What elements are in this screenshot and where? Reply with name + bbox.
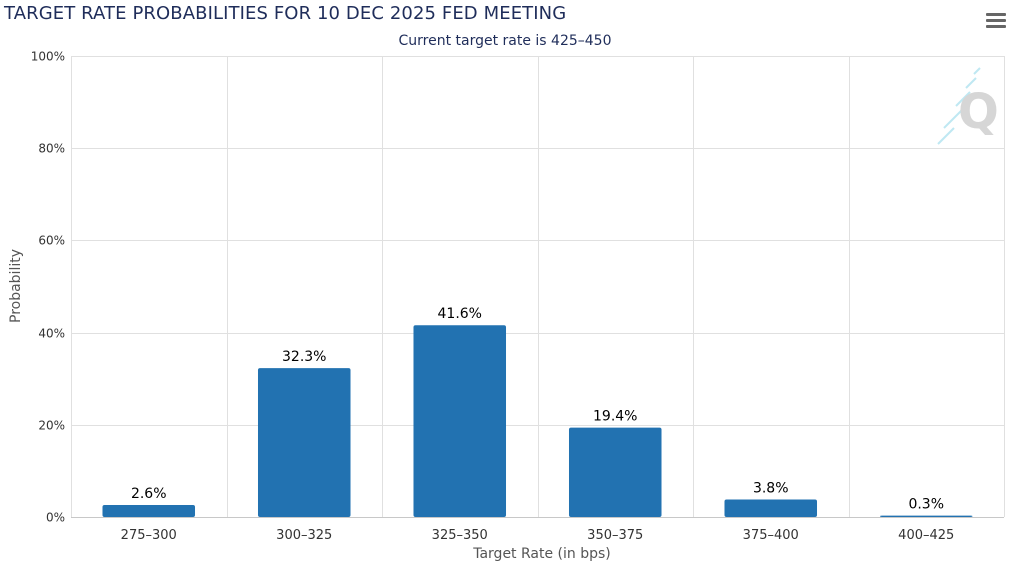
y-tick-label: 100% bbox=[31, 50, 65, 64]
y-axis-title: Probability bbox=[8, 249, 24, 323]
x-tick-label: 300–325 bbox=[276, 528, 332, 543]
data-label: 32.3% bbox=[282, 349, 326, 365]
bar-300–325[interactable] bbox=[257, 368, 351, 517]
q-logo-watermark-icon: Q bbox=[937, 67, 998, 145]
bar-layer bbox=[102, 325, 973, 517]
y-tick-label: 80% bbox=[38, 142, 65, 156]
y-tick-label: 60% bbox=[38, 234, 65, 248]
x-axis-title: Target Rate (in bps) bbox=[472, 546, 611, 562]
x-tick-label: 375–400 bbox=[743, 528, 799, 543]
bar-400–425[interactable] bbox=[879, 515, 973, 517]
data-label: 41.6% bbox=[438, 306, 482, 322]
menu-line bbox=[986, 19, 1006, 22]
menu-line bbox=[986, 25, 1006, 28]
data-label: 0.3% bbox=[908, 497, 944, 513]
label-layer: 2.6% 32.3% 41.6% 19.4% 3.8% 0.3% bbox=[131, 306, 944, 512]
chart-title: TARGET RATE PROBABILITIES FOR 10 DEC 202… bbox=[4, 3, 567, 24]
y-tick-label: 20% bbox=[38, 419, 65, 433]
bar-375–400[interactable] bbox=[724, 499, 818, 517]
chart-subtitle: Current target rate is 425–450 bbox=[398, 33, 612, 49]
hamburger-menu-icon[interactable] bbox=[980, 6, 1012, 34]
x-tick-label: 275–300 bbox=[121, 528, 177, 543]
bar-275–300[interactable] bbox=[102, 505, 196, 517]
grid-layer bbox=[71, 56, 1005, 518]
menu-line bbox=[986, 13, 1006, 16]
bar-350–375[interactable] bbox=[568, 427, 662, 517]
svg-text:Q: Q bbox=[958, 84, 998, 140]
x-tick-label: 350–375 bbox=[587, 528, 643, 543]
data-label: 19.4% bbox=[593, 409, 637, 425]
y-tick-label: 0% bbox=[46, 511, 65, 525]
data-label: 3.8% bbox=[753, 480, 789, 496]
x-tick-label: 400–425 bbox=[898, 528, 954, 543]
y-tick-label: 40% bbox=[38, 327, 65, 341]
bar-325–350[interactable] bbox=[413, 325, 507, 517]
x-tick-label: 325–350 bbox=[432, 528, 488, 543]
axis-layer: 0% 20% 40% 60% 80% 100% 275–300 300–325 325–350 3… bbox=[31, 50, 1004, 543]
data-label: 2.6% bbox=[131, 486, 167, 502]
